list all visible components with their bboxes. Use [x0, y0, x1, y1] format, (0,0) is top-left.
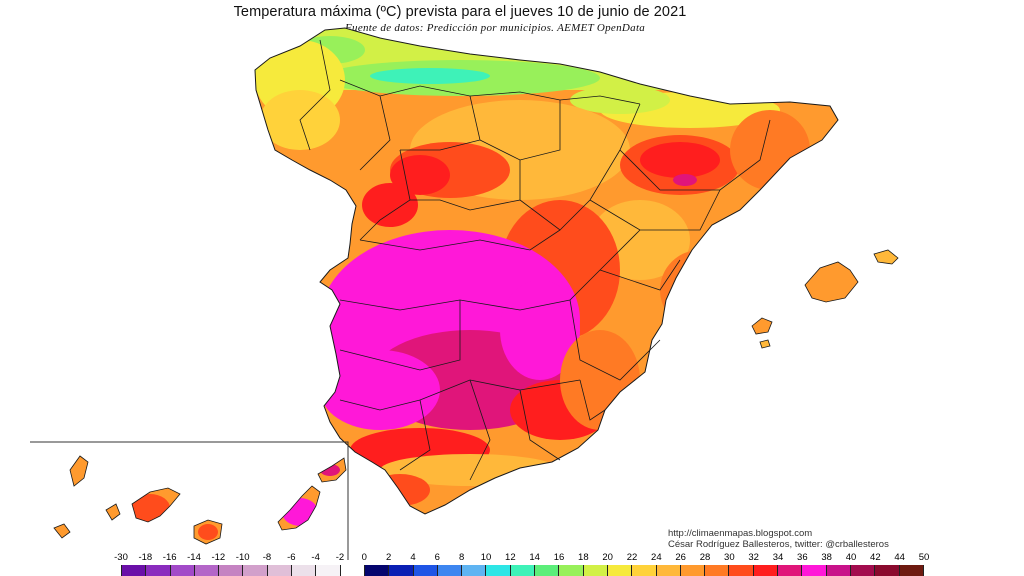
legend-tick: 44 — [894, 552, 905, 563]
ibiza — [751, 317, 773, 335]
legend-color-bar — [121, 565, 924, 576]
formentera — [759, 339, 771, 349]
legend-tick: 18 — [578, 552, 589, 563]
legend-swatch — [388, 565, 413, 576]
page-subtitle: Fuente de datos: Predicción por municipi… — [345, 22, 646, 34]
legend-swatch — [436, 565, 462, 576]
legend-tick: 8 — [459, 552, 465, 563]
legend-tick: -4 — [311, 552, 320, 563]
canarias-inset — [30, 441, 349, 560]
legend-tick: 32 — [748, 552, 759, 563]
inset-frame — [30, 441, 349, 560]
legend-swatch — [145, 565, 170, 576]
legend-swatch — [655, 565, 680, 576]
legend-swatch — [121, 565, 146, 576]
legend-tick: 14 — [529, 552, 540, 563]
legend-tick: -8 — [262, 552, 272, 563]
legend-tick: 38 — [821, 552, 832, 563]
province-borders — [299, 39, 771, 481]
peninsula-outline — [254, 27, 839, 515]
legend-swatch — [631, 565, 656, 576]
legend-tick: 22 — [626, 552, 638, 563]
legend-tick: 4 — [410, 552, 416, 563]
legend-tick: -16 — [162, 552, 177, 563]
legend-tick: 42 — [870, 552, 881, 563]
legend-swatch — [363, 565, 389, 576]
legend-swatch — [704, 565, 729, 576]
legend-swatch — [193, 565, 219, 576]
baleares — [751, 249, 899, 349]
legend-swatch — [485, 565, 510, 576]
legend-swatch — [728, 565, 753, 576]
mallorca — [804, 261, 859, 303]
legend-swatch — [752, 565, 778, 576]
legend-tick: 24 — [651, 552, 662, 563]
legend-tick: -10 — [235, 552, 250, 563]
legend-swatch — [582, 565, 607, 576]
legend-tick: 2 — [386, 552, 392, 563]
credit-url: http://climaenmapas.blogspot.com — [668, 528, 813, 539]
legend-swatch — [412, 565, 437, 576]
legend-tick: 36 — [797, 552, 808, 563]
legend-tick: 28 — [699, 552, 711, 563]
legend-swatch — [849, 565, 875, 576]
legend-tick: -6 — [287, 552, 296, 563]
legend-tick: 16 — [553, 552, 565, 563]
legend-swatch — [558, 565, 583, 576]
legend-swatch — [218, 565, 243, 576]
legend-swatch — [801, 565, 826, 576]
legend-swatch — [606, 565, 632, 576]
legend-tick: 30 — [724, 552, 735, 563]
legend-tick: 20 — [602, 552, 613, 563]
legend-swatch — [242, 565, 267, 576]
legend-tick: 26 — [675, 552, 686, 563]
legend-swatch — [679, 565, 705, 576]
legend-swatch — [339, 565, 364, 576]
legend-swatch — [315, 565, 340, 576]
legend-tick-labels: -30 -18 -16 -14 -12 -10 -8 -6 -4 -2 0 2 4 6 8 10 12 14 16 1… — [0, 552, 1024, 564]
page-title: Temperatura máxima (ºC) prevista para el… — [233, 4, 687, 20]
legend-tick: 0 — [361, 552, 367, 563]
legend-tick: -18 — [138, 552, 153, 563]
legend-swatch — [534, 565, 559, 576]
legend-swatch — [874, 565, 899, 576]
legend-swatch — [825, 565, 850, 576]
legend-swatch — [898, 565, 924, 576]
peninsula-temperature-field — [255, 28, 838, 514]
legend-tick: 6 — [434, 552, 440, 563]
legend-tick: -12 — [211, 552, 226, 563]
legend-tick: -30 — [114, 552, 128, 563]
legend-tick: -2 — [335, 552, 345, 563]
legend-tick: 50 — [918, 552, 930, 563]
legend-swatch — [266, 565, 292, 576]
legend-tick: 12 — [505, 552, 516, 563]
legend-swatch — [291, 565, 316, 576]
menorca — [873, 249, 899, 265]
legend-swatch — [509, 565, 535, 576]
legend-swatch — [461, 565, 486, 576]
credit-author: César Rodríguez Ballesteros, twitter: @c… — [668, 539, 889, 550]
legend-swatch — [777, 565, 802, 576]
legend-tick: 10 — [480, 552, 492, 563]
legend-swatch — [169, 565, 194, 576]
legend-tick: -14 — [187, 552, 201, 563]
legend-tick: 34 — [772, 552, 784, 563]
legend-tick: 40 — [845, 552, 857, 563]
